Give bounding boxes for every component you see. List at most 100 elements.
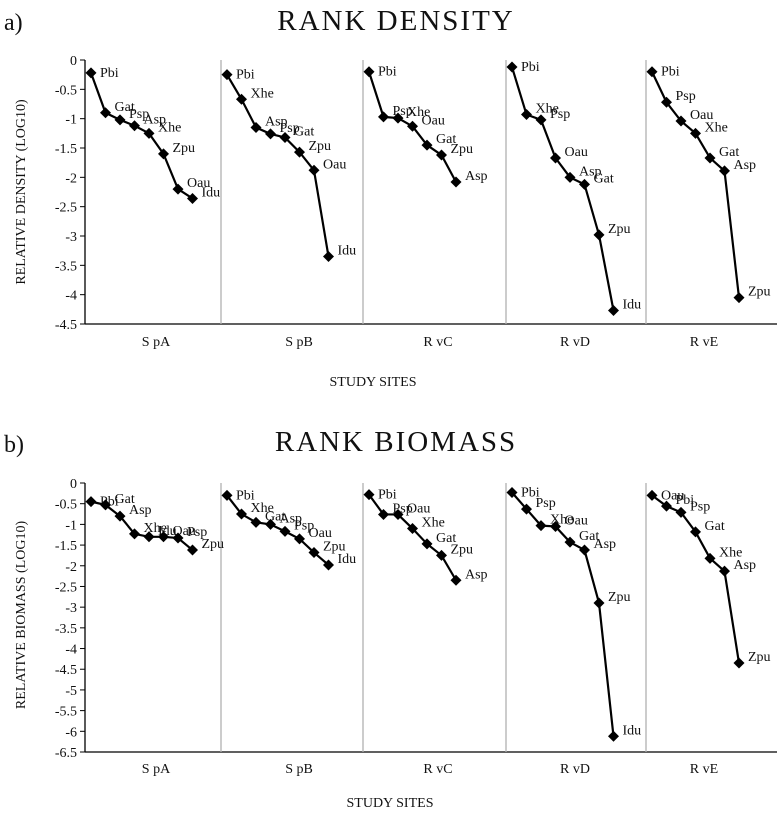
point-label: Oau	[422, 113, 445, 128]
data-point	[675, 115, 687, 127]
point-label: Zpu	[309, 139, 332, 154]
point-label: Psp	[690, 499, 710, 514]
site-label: S pB	[285, 762, 313, 777]
point-label: Zpu	[202, 537, 225, 552]
data-point	[363, 489, 375, 501]
point-label: Asp	[144, 113, 167, 128]
point-label: Xhe	[705, 120, 728, 135]
data-point	[506, 487, 518, 499]
y-tick-label: -6.5	[55, 746, 77, 761]
point-label: Zpu	[608, 222, 631, 237]
data-point	[236, 93, 247, 105]
data-point	[129, 120, 140, 132]
data-point	[323, 251, 334, 263]
data-point	[535, 114, 547, 126]
point-label: Pbi	[236, 488, 255, 503]
point-label: Xhe	[407, 105, 430, 120]
point-label: Psp	[676, 89, 696, 104]
y-tick-label: -3	[65, 230, 77, 245]
data-point	[323, 559, 334, 571]
point-label: Psp	[294, 518, 314, 533]
data-point	[436, 149, 447, 161]
data-point	[114, 114, 126, 126]
data-point	[114, 510, 126, 522]
site-label: R vC	[423, 335, 452, 350]
site-label: R vE	[690, 762, 718, 777]
point-label: Pbi	[661, 65, 680, 80]
point-label: Asp	[734, 158, 757, 173]
point-label: Asp	[129, 503, 152, 518]
data-point	[521, 109, 532, 121]
data-point	[608, 305, 619, 317]
point-label: Pbi	[378, 488, 397, 503]
data-point	[250, 121, 262, 133]
point-label: Idu	[623, 723, 642, 738]
point-label: Psp	[536, 496, 556, 511]
point-label: Oau	[565, 145, 588, 160]
data-point	[407, 523, 418, 535]
point-label: Xhe	[251, 501, 274, 516]
point-label: Gat	[115, 100, 135, 115]
data-point	[690, 526, 701, 538]
data-point	[608, 730, 619, 742]
point-label: Asp	[280, 511, 303, 526]
point-label: Asp	[265, 114, 288, 129]
panel-a-title: RANK DENSITY	[277, 5, 514, 37]
point-label: Xhe	[251, 86, 274, 101]
data-point	[85, 67, 97, 79]
point-label: Psp	[129, 107, 149, 122]
panel-a-xlabel: STUDY SITES	[330, 375, 417, 390]
y-tick-label: -6	[65, 725, 77, 740]
data-point	[646, 66, 658, 78]
point-label: Gat	[115, 492, 135, 507]
data-point	[221, 69, 233, 81]
data-point	[593, 597, 605, 609]
data-point	[661, 96, 672, 108]
point-label: Oau	[565, 513, 588, 528]
panel-b-title: RANK BIOMASS	[275, 426, 517, 458]
data-point	[308, 547, 320, 559]
y-tick-label: -1	[65, 113, 77, 128]
y-tick-label: -1.5	[55, 142, 77, 157]
data-point	[704, 152, 716, 164]
data-point	[187, 192, 198, 204]
point-label: Asp	[579, 164, 602, 179]
y-tick-label: -5.5	[55, 705, 77, 720]
data-point	[100, 107, 111, 119]
data-point	[646, 489, 658, 501]
panel-b-plot: 0 -0.5 -1 -1.5 -2 -2.5 -3 -3.5 -4 -4.5 -5 -5.5 -6 -6.…	[55, 477, 777, 777]
point-label: Idu	[623, 298, 642, 313]
data-point	[143, 531, 155, 543]
data-point	[593, 229, 605, 241]
y-tick-label: 0	[70, 54, 77, 69]
y-tick-label: -3.5	[55, 622, 77, 637]
data-point	[535, 520, 547, 532]
data-point	[294, 146, 305, 158]
point-label: Zpu	[608, 590, 631, 605]
y-tick-label: -2.5	[55, 580, 77, 595]
point-label: Asp	[734, 558, 757, 573]
point-label: Pbi	[236, 68, 255, 83]
y-tick-label: -4	[65, 643, 77, 658]
y-tick-label: -4	[65, 289, 77, 304]
site-label: R vD	[560, 762, 590, 777]
data-point	[690, 127, 701, 139]
data-point	[158, 148, 169, 160]
y-tick-label: -0.5	[55, 498, 77, 513]
panel-b-label: b)	[4, 432, 24, 458]
point-label: Xhe	[422, 516, 445, 531]
point-label: Zpu	[748, 650, 771, 665]
data-point	[719, 165, 730, 177]
data-point	[265, 128, 276, 140]
data-point	[363, 66, 375, 78]
point-label: Pbi	[676, 493, 695, 508]
y-tick-label: -1.5	[55, 539, 77, 554]
point-label: Xhe	[158, 120, 181, 135]
panel-b-ylabel: RELATIVE BIOMASS (LOG10)	[14, 521, 29, 710]
y-tick-label: -5	[65, 684, 77, 699]
site-label: R vE	[690, 335, 718, 350]
data-point	[733, 292, 745, 304]
data-point	[579, 544, 590, 556]
data-point	[294, 533, 305, 545]
data-point	[392, 112, 404, 124]
